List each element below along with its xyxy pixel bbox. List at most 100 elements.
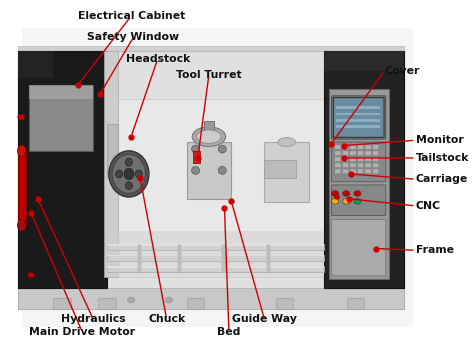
Text: Cover: Cover	[384, 66, 420, 76]
Bar	[107, 244, 325, 250]
FancyBboxPatch shape	[332, 142, 386, 182]
FancyBboxPatch shape	[342, 163, 348, 168]
Text: Headstock: Headstock	[126, 54, 190, 64]
Bar	[275, 298, 293, 309]
Circle shape	[354, 191, 361, 196]
FancyBboxPatch shape	[365, 151, 371, 155]
Ellipse shape	[135, 170, 142, 178]
Text: Tool Turret: Tool Turret	[176, 70, 242, 80]
Ellipse shape	[18, 145, 26, 157]
Bar	[138, 245, 141, 272]
Polygon shape	[18, 288, 404, 309]
FancyBboxPatch shape	[365, 163, 371, 168]
Bar	[336, 113, 381, 115]
Ellipse shape	[191, 145, 200, 153]
Text: Monitor: Monitor	[416, 135, 464, 145]
FancyBboxPatch shape	[335, 145, 341, 149]
Ellipse shape	[125, 158, 132, 166]
Text: Electrical Cabinet: Electrical Cabinet	[78, 11, 185, 21]
Circle shape	[332, 198, 339, 204]
Text: Bed: Bed	[217, 327, 241, 337]
FancyBboxPatch shape	[373, 157, 379, 162]
Circle shape	[18, 114, 25, 120]
Polygon shape	[18, 46, 404, 51]
Polygon shape	[22, 28, 413, 327]
FancyBboxPatch shape	[350, 169, 356, 174]
Ellipse shape	[18, 220, 26, 231]
FancyBboxPatch shape	[357, 169, 364, 174]
FancyBboxPatch shape	[342, 151, 348, 155]
Text: CNC: CNC	[416, 201, 441, 211]
Circle shape	[165, 297, 173, 303]
Polygon shape	[104, 51, 118, 277]
Circle shape	[343, 191, 350, 196]
Bar	[107, 255, 325, 256]
Ellipse shape	[116, 170, 123, 178]
FancyBboxPatch shape	[350, 157, 356, 162]
Circle shape	[28, 273, 34, 278]
Text: Chuck: Chuck	[148, 315, 185, 324]
Bar	[336, 125, 381, 128]
Text: Carriage: Carriage	[416, 174, 468, 184]
FancyBboxPatch shape	[357, 151, 364, 155]
Text: Frame: Frame	[416, 245, 454, 255]
Bar	[336, 106, 381, 109]
Polygon shape	[187, 142, 231, 199]
Ellipse shape	[191, 166, 200, 174]
Bar	[98, 298, 116, 309]
Polygon shape	[18, 51, 107, 288]
Polygon shape	[325, 51, 404, 71]
Circle shape	[332, 191, 339, 196]
Bar	[178, 245, 182, 272]
Bar	[222, 245, 226, 272]
FancyBboxPatch shape	[350, 145, 356, 149]
FancyBboxPatch shape	[357, 145, 364, 149]
Text: Tailstock: Tailstock	[416, 153, 469, 163]
FancyBboxPatch shape	[333, 98, 384, 137]
Bar	[203, 121, 214, 142]
FancyBboxPatch shape	[373, 145, 379, 149]
FancyBboxPatch shape	[350, 151, 356, 155]
Bar	[267, 245, 270, 272]
Circle shape	[343, 198, 350, 204]
FancyBboxPatch shape	[357, 163, 364, 168]
Polygon shape	[18, 151, 26, 225]
Circle shape	[334, 195, 339, 199]
Polygon shape	[264, 160, 296, 178]
Circle shape	[354, 198, 361, 204]
Ellipse shape	[218, 166, 226, 174]
Ellipse shape	[278, 137, 296, 146]
Circle shape	[128, 297, 135, 303]
Text: Main Drive Motor: Main Drive Motor	[29, 327, 135, 337]
Text: Hydraulics: Hydraulics	[61, 315, 126, 324]
Ellipse shape	[124, 168, 134, 180]
Bar	[107, 266, 325, 272]
Polygon shape	[329, 89, 389, 279]
Bar	[107, 266, 325, 268]
FancyBboxPatch shape	[332, 96, 386, 139]
Polygon shape	[18, 51, 54, 78]
Text: Guide Way: Guide Way	[232, 315, 297, 324]
Polygon shape	[107, 124, 118, 178]
FancyBboxPatch shape	[350, 163, 356, 168]
Polygon shape	[107, 231, 325, 277]
Polygon shape	[325, 51, 404, 288]
Bar	[107, 255, 325, 261]
Ellipse shape	[218, 145, 226, 153]
Polygon shape	[107, 99, 325, 277]
FancyBboxPatch shape	[335, 169, 341, 174]
Ellipse shape	[109, 151, 149, 197]
Bar	[336, 119, 381, 122]
FancyBboxPatch shape	[373, 169, 379, 174]
FancyBboxPatch shape	[335, 163, 341, 168]
Ellipse shape	[125, 182, 132, 190]
Bar	[346, 298, 365, 309]
FancyBboxPatch shape	[357, 157, 364, 162]
Text: Safety Window: Safety Window	[87, 32, 179, 42]
Polygon shape	[18, 51, 404, 309]
Bar	[107, 244, 325, 246]
FancyBboxPatch shape	[332, 185, 386, 215]
FancyBboxPatch shape	[365, 145, 371, 149]
FancyBboxPatch shape	[373, 151, 379, 155]
Bar	[54, 298, 71, 309]
